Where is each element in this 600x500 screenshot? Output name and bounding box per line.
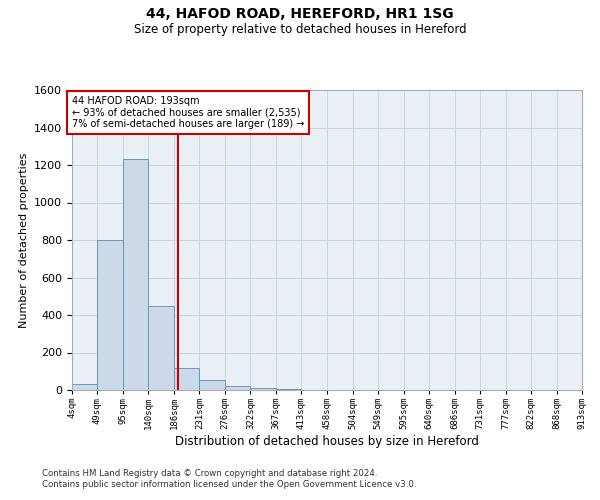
Text: Distribution of detached houses by size in Hereford: Distribution of detached houses by size … — [175, 435, 479, 448]
Bar — [148, 306, 174, 390]
Bar — [250, 388, 275, 390]
Bar — [72, 384, 97, 390]
Bar — [199, 380, 224, 390]
Text: Contains public sector information licensed under the Open Government Licence v3: Contains public sector information licen… — [42, 480, 416, 489]
Y-axis label: Number of detached properties: Number of detached properties — [19, 152, 29, 328]
Text: Contains HM Land Registry data © Crown copyright and database right 2024.: Contains HM Land Registry data © Crown c… — [42, 468, 377, 477]
Text: 44 HAFOD ROAD: 193sqm
← 93% of detached houses are smaller (2,535)
7% of semi-de: 44 HAFOD ROAD: 193sqm ← 93% of detached … — [72, 96, 304, 129]
Text: 44, HAFOD ROAD, HEREFORD, HR1 1SG: 44, HAFOD ROAD, HEREFORD, HR1 1SG — [146, 8, 454, 22]
Bar — [275, 389, 301, 390]
Bar — [224, 386, 250, 390]
Bar — [123, 160, 148, 390]
Bar — [174, 368, 199, 390]
Text: Size of property relative to detached houses in Hereford: Size of property relative to detached ho… — [134, 22, 466, 36]
Bar — [97, 240, 123, 390]
